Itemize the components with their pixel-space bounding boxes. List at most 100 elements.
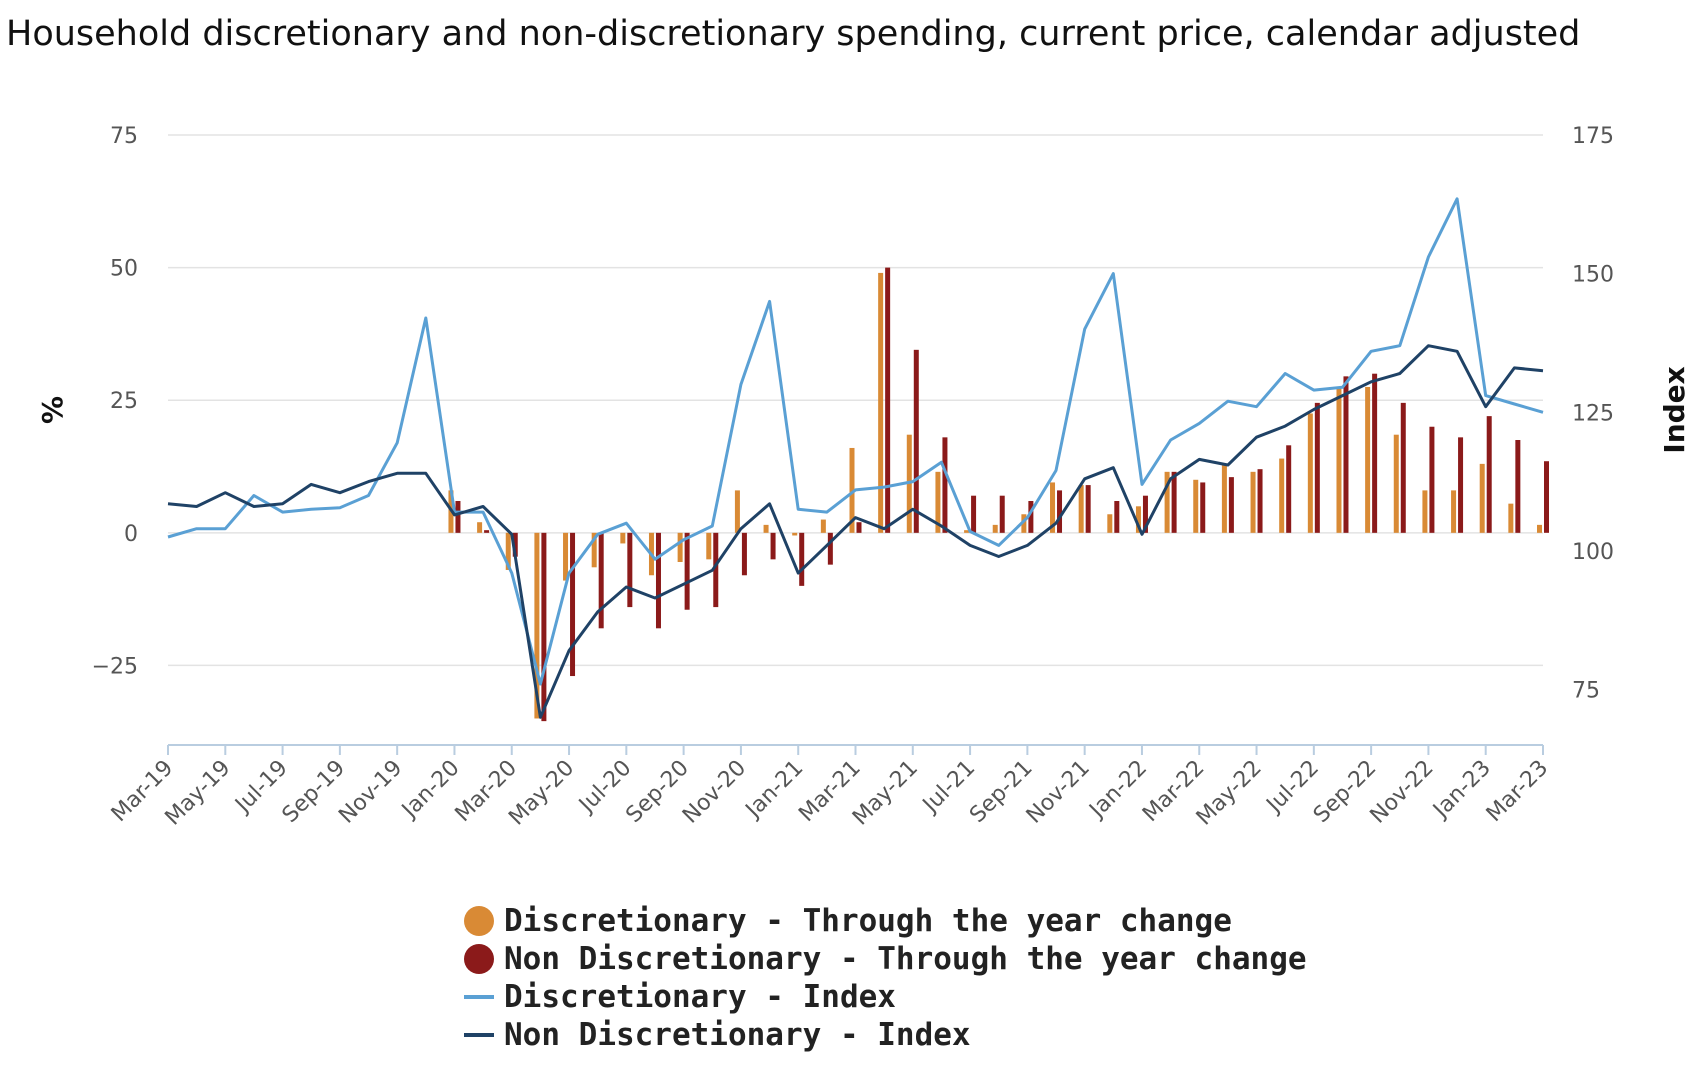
bar [1250,471,1256,533]
bar [677,532,683,562]
bar [1228,477,1234,533]
bar [570,532,576,677]
bar [942,437,948,533]
y2-tick-label: 150 [1572,263,1614,288]
legend-item-non-discretionary-change[interactable]: Non Discretionary - Through the year cha… [464,940,1307,978]
bar [1078,485,1084,533]
bar [455,501,461,533]
bar [1515,440,1521,533]
bar [591,532,597,568]
bar [935,471,941,533]
legend-swatch-icon [464,906,494,936]
bar [1135,506,1141,533]
bar [1114,501,1120,533]
y2-tick-label: 125 [1572,401,1614,426]
y2-tick-label: 175 [1572,124,1614,149]
bar [763,524,769,533]
bar [971,495,977,533]
bar [741,532,747,576]
x-tick-label: Nov-22 [1366,756,1439,829]
bar [878,272,884,533]
legend-swatch-icon [464,1033,494,1037]
bar [792,532,798,536]
bar [913,349,919,533]
bar [1544,461,1549,533]
bar [1486,416,1492,533]
bar [655,532,661,629]
x-tick-label: Mar-23 [1482,756,1553,827]
x-tick-label: Nov-21 [1022,756,1095,829]
y-axis-title: % [36,396,69,424]
legend-label: Non Discretionary - Index [504,1017,971,1053]
gridlines [168,134,1543,667]
bar [484,530,490,533]
bar [1279,458,1285,533]
bar [1257,469,1263,533]
bar [534,532,540,719]
series-line [167,197,1544,686]
bar [734,490,740,533]
lines [167,197,1544,719]
bar [827,532,833,565]
bar [992,524,998,533]
bar [1508,503,1514,533]
bar [563,532,569,581]
legend-swatch-icon [464,995,494,999]
legend-swatch-icon [464,944,494,974]
bar [1193,479,1199,533]
bar [1400,402,1406,533]
bar [706,532,712,560]
bar [1451,490,1457,533]
bar [598,532,604,629]
bar [505,532,511,570]
y2-tick-label: 100 [1572,540,1614,565]
bar [856,522,862,533]
y-tick-label: 75 [110,124,138,149]
legend: Discretionary - Through the year change … [464,902,1307,1054]
bar [1057,490,1063,533]
bar [620,532,626,544]
x-tick-label: Nov-19 [334,756,407,829]
bar [999,495,1005,533]
bar [1286,445,1292,533]
bar [1422,490,1428,533]
bar [1372,373,1378,533]
bar [1028,501,1034,533]
legend-label: Discretionary - Index [504,979,896,1015]
bar [1343,376,1349,533]
bar [1107,514,1113,533]
bar [1429,426,1435,533]
bar [885,267,891,533]
legend-item-discretionary-index[interactable]: Discretionary - Index [464,978,1307,1016]
bar [1171,471,1177,533]
legend-item-non-discretionary-index[interactable]: Non Discretionary - Index [464,1016,1307,1054]
legend-label: Discretionary - Through the year change [504,903,1232,939]
bar [1085,485,1091,533]
bar [1336,386,1342,533]
bar [1307,413,1313,533]
bar [512,532,518,557]
bar [964,530,970,533]
y-tick-label: 0 [124,522,138,547]
y2-tick-label: 75 [1572,679,1600,704]
legend-item-discretionary-change[interactable]: Discretionary - Through the year change [464,902,1307,940]
bar [1050,482,1056,533]
y2-axis-title: Index [1658,366,1691,453]
chart-title: Household discretionary and non-discreti… [6,14,1581,54]
bar [1021,514,1027,533]
y-tick-label: 50 [110,257,138,282]
bar [1200,482,1206,533]
bar [799,532,805,586]
series-line [167,344,1544,719]
bar [849,447,855,533]
bars [448,267,1549,722]
bar [1537,524,1542,533]
x-tick-label: Nov-20 [678,756,751,829]
y-tick-label: 25 [110,389,138,414]
bar [1221,463,1227,533]
bar [1365,386,1371,533]
bar [713,532,719,608]
bar [627,532,633,608]
bar [1164,471,1170,533]
bar [477,522,483,533]
